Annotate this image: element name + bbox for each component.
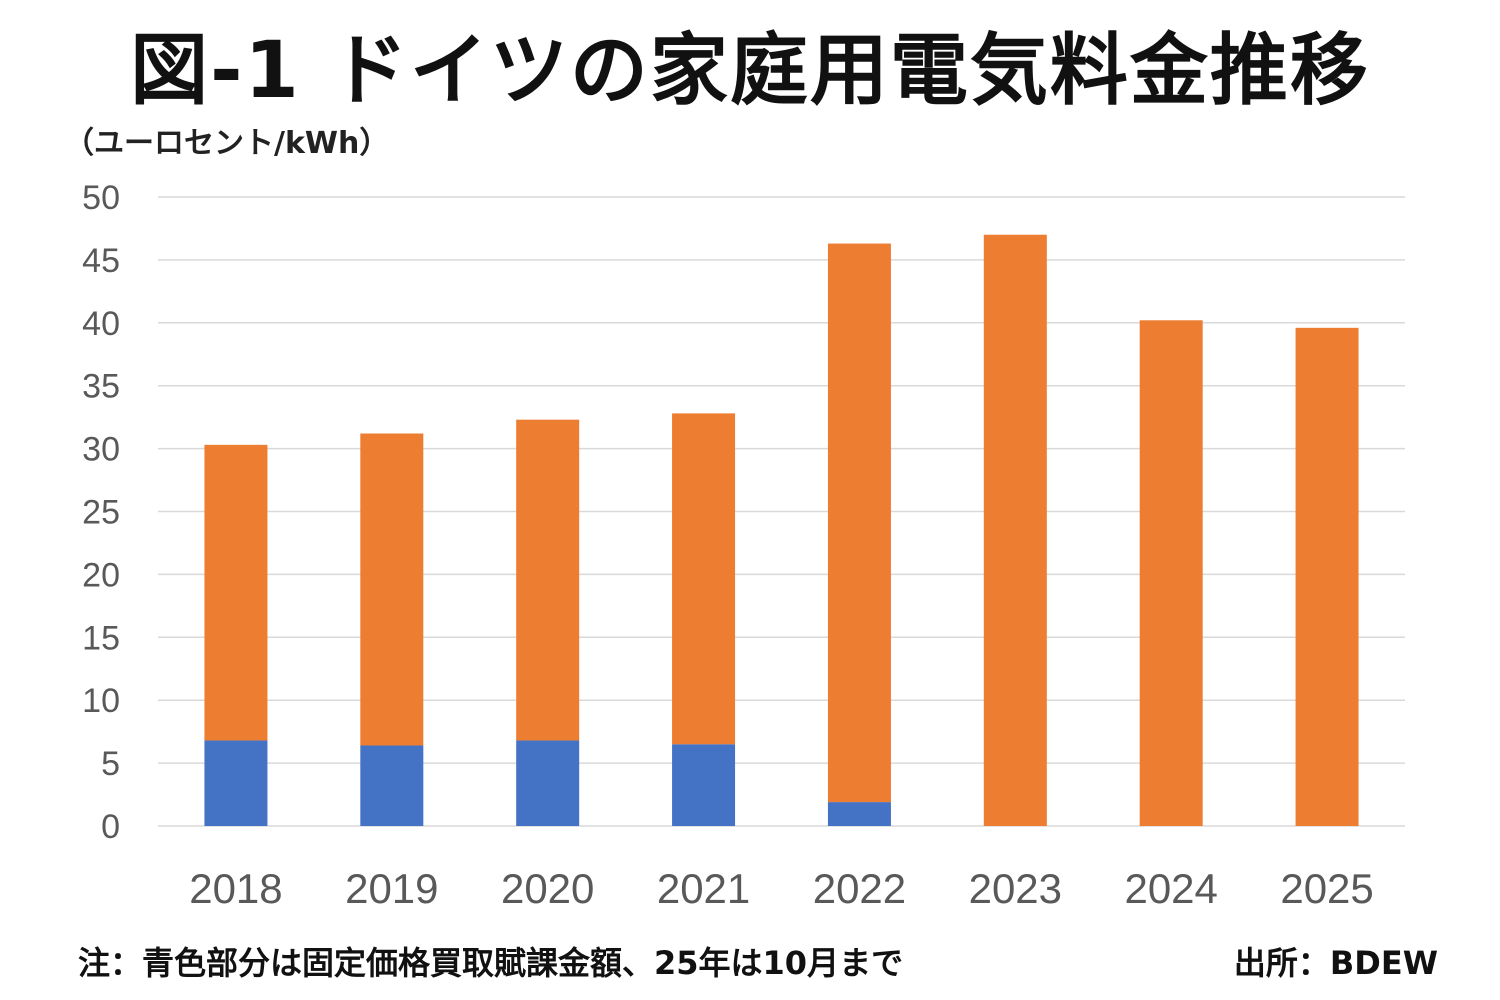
x-tick-label: 2019: [345, 865, 438, 912]
bar-segment-2018-series-0: [204, 740, 268, 826]
y-tick-label: 45: [82, 242, 120, 280]
bar-segment-2020-series-0: [516, 740, 580, 826]
y-tick-label: 25: [82, 494, 120, 532]
y-tick-label: 5: [101, 745, 120, 783]
x-tick-label: 2023: [969, 865, 1062, 912]
x-tick-label: 2020: [501, 865, 594, 912]
y-axis-unit-label: （ユーロセント/kWh）: [64, 126, 390, 161]
x-tick-label: 2024: [1124, 865, 1217, 912]
y-tick-label: 50: [82, 179, 120, 217]
x-tick-labels: 2018 2019 2020 2021 2022 2023 2024 2025: [189, 865, 1374, 912]
gridlines: [158, 196, 1405, 827]
y-tick-label: 0: [101, 808, 120, 846]
bar-segment-2019-series-1: [360, 433, 424, 746]
y-tick-labels: 0 5 10 15 20 25 30 35 40 45 50: [82, 179, 120, 846]
source-credit: 出所：BDEW: [1233, 944, 1438, 982]
bar-segment-2021-series-0: [672, 744, 736, 826]
bar-segment-2018-series-1: [204, 444, 268, 741]
chart-title: 図-1 ドイツの家庭用電気料金推移: [130, 26, 1370, 116]
y-tick-label: 20: [82, 556, 120, 594]
bar-segment-2022-series-0: [827, 802, 891, 826]
y-tick-label: 10: [82, 682, 120, 720]
y-tick-label: 15: [82, 619, 120, 657]
bars: [204, 234, 1359, 827]
y-tick-label: 35: [82, 368, 120, 406]
footnote: 注：青色部分は固定価格買取賦課金額、25年は10月まで: [78, 944, 904, 982]
y-tick-label: 30: [82, 431, 120, 469]
bar-segment-2025-series-1: [1295, 327, 1359, 826]
bar-segment-2020-series-1: [516, 419, 580, 741]
bar-segment-2021-series-1: [672, 413, 736, 745]
bar-segment-2023-series-1: [983, 234, 1047, 827]
x-tick-label: 2022: [813, 865, 906, 912]
bar-segment-2022-series-1: [827, 243, 891, 803]
x-tick-label: 2025: [1280, 865, 1373, 912]
y-tick-label: 40: [82, 305, 120, 343]
bar-segment-2019-series-0: [360, 745, 424, 826]
x-tick-label: 2018: [189, 865, 282, 912]
bar-segment-2024-series-1: [1139, 320, 1203, 826]
x-tick-label: 2021: [657, 865, 750, 912]
